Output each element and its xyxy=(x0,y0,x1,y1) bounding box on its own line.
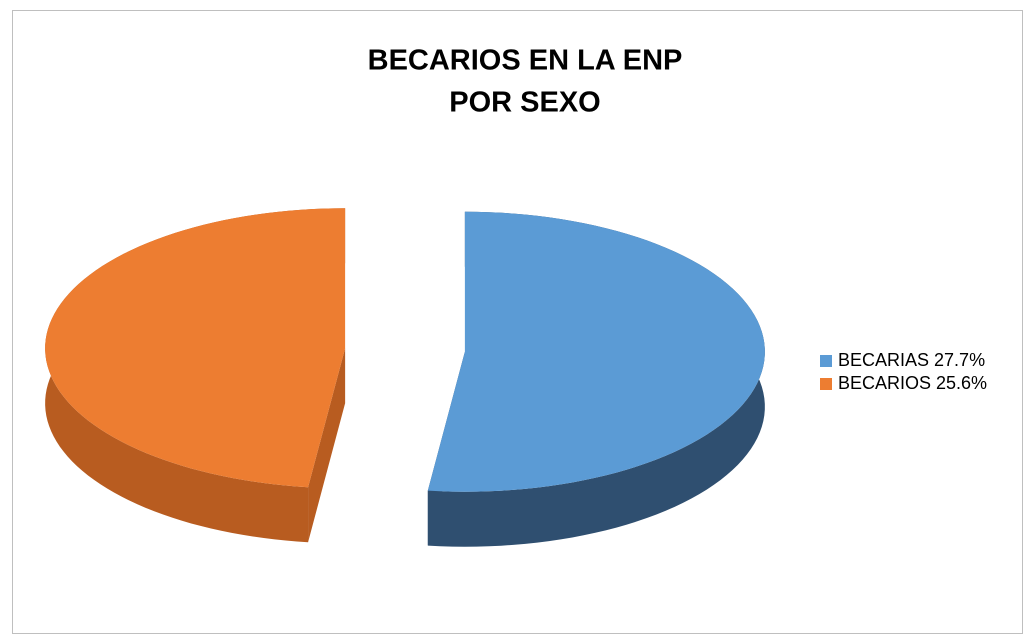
slice xyxy=(427,211,765,492)
chart-title: POR SEXO xyxy=(449,87,601,119)
slice xyxy=(45,208,346,488)
chart-title: BECARIOS EN LA ENP xyxy=(368,45,683,77)
legend-label: BECARIOS 25.6% xyxy=(838,373,987,393)
legend-swatch xyxy=(820,378,832,390)
legend-swatch xyxy=(820,355,832,367)
legend-label: BECARIAS 27.7% xyxy=(838,350,985,370)
slice-side xyxy=(308,348,346,543)
